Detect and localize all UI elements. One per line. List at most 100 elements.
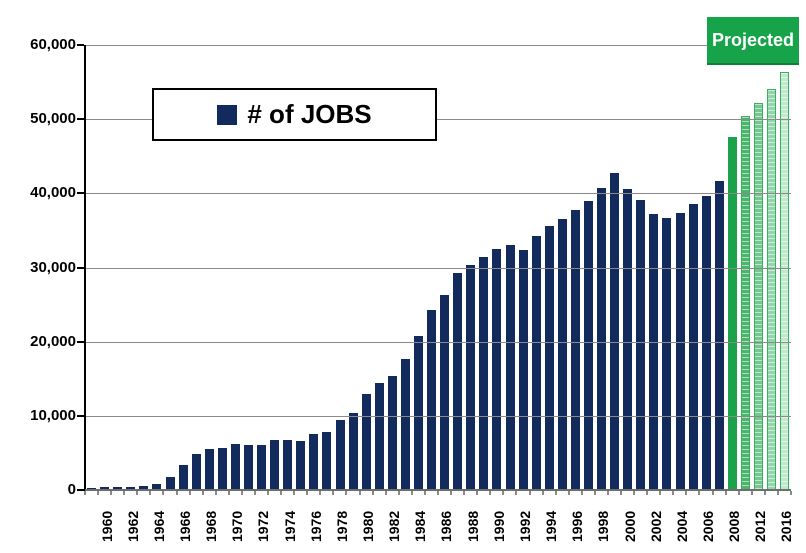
gridline-40000: [85, 193, 791, 195]
x-axis-tick: [293, 491, 296, 495]
bar-slot: [203, 45, 216, 490]
x-axis-label-1988: 1988: [464, 510, 481, 542]
y-axis-tick: [77, 414, 84, 417]
x-axis-label-1994: 1994: [543, 510, 560, 542]
bar-slot: [281, 45, 294, 490]
bar-slot: [726, 45, 739, 490]
bar-1968: [191, 454, 201, 490]
bar-1992: [505, 244, 515, 490]
bar-1978: [322, 432, 332, 490]
x-axis-tick: [790, 491, 792, 495]
x-axis-tick: [162, 491, 165, 495]
bar-slot: [713, 45, 726, 490]
x-axis-label-1980: 1980: [360, 510, 377, 542]
x-axis-label-1966: 1966: [176, 510, 193, 542]
bar-1982: [374, 383, 384, 490]
bar-1994: [531, 236, 541, 490]
x-axis-tick: [306, 491, 309, 495]
x-axis-tick: [84, 491, 86, 495]
bar-slot: [163, 45, 176, 490]
bar-1964: [139, 485, 149, 490]
bar-2000: [610, 173, 620, 490]
x-axis-label-2006: 2006: [699, 510, 716, 542]
x-axis-tick: [437, 491, 439, 495]
x-axis-tick: [188, 491, 191, 495]
bar-1969: [204, 449, 214, 490]
bar-slot: [451, 45, 464, 490]
bar-2001: [623, 188, 633, 490]
bar-1988: [453, 272, 463, 490]
x-axis-tick: [567, 491, 570, 495]
x-axis-tick: [633, 491, 636, 495]
bar-slot: [216, 45, 229, 490]
bar-1980: [348, 412, 358, 490]
bar-1961: [100, 487, 110, 490]
x-axis-tick: [685, 491, 688, 495]
bar-slot: [438, 45, 451, 490]
x-axis-label-2012: 2012: [752, 510, 769, 542]
x-axis-tick: [776, 491, 779, 495]
bar-slot: [137, 45, 150, 490]
bar-slot: [124, 45, 137, 490]
x-axis-label-1970: 1970: [229, 510, 246, 542]
x-axis-label-1998: 1998: [595, 510, 612, 542]
bar-slot: [530, 45, 543, 490]
x-axis-tick: [175, 491, 178, 495]
bar-2004: [662, 217, 672, 490]
x-axis-tick: [489, 491, 492, 495]
bar-slot: [190, 45, 203, 490]
bar-1972: [243, 444, 253, 490]
bar-1974: [270, 439, 280, 490]
gridline-60000: [85, 45, 791, 46]
x-axis-baseline: [85, 489, 791, 491]
bar-1966: [165, 476, 175, 490]
projected-badge-label: Projected: [711, 29, 795, 50]
x-axis-tick: [672, 491, 675, 495]
x-axis-label-1962: 1962: [124, 510, 141, 542]
bar-1996: [557, 218, 567, 490]
x-axis-tick: [750, 491, 753, 495]
bar-1990: [479, 257, 489, 490]
x-axis-tick: [319, 491, 322, 495]
projected-badge: Projected: [707, 17, 799, 65]
bar-2008: [714, 180, 724, 490]
x-axis-tick: [397, 491, 400, 495]
x-axis-tick: [97, 491, 100, 495]
x-axis-tick: [384, 491, 387, 495]
bar-slot: [464, 45, 477, 490]
bar-slot: [177, 45, 190, 490]
x-axis-label-2004: 2004: [673, 510, 690, 542]
bar-2005: [675, 213, 685, 490]
bar-slot: [229, 45, 242, 490]
bar-slot: [268, 45, 281, 490]
gridline-10000: [85, 415, 791, 417]
bar-1973: [257, 444, 267, 490]
x-axis-tick: [267, 491, 270, 495]
bar-slot: [98, 45, 111, 490]
x-axis-label-2000: 2000: [621, 510, 638, 542]
y-axis-tick: [77, 266, 84, 269]
x-axis-tick: [646, 491, 649, 495]
gridline-30000: [85, 267, 791, 269]
legend: # of JOBS: [152, 88, 437, 141]
x-axis-tick: [110, 491, 113, 495]
bar-slot: [111, 45, 124, 490]
bar-1967: [178, 464, 188, 490]
y-axis-tick: [77, 489, 84, 491]
x-axis-tick: [332, 491, 335, 495]
x-axis-tick: [724, 491, 727, 495]
bar-slot: [608, 45, 621, 490]
bar-1986: [427, 309, 437, 490]
x-axis-tick: [371, 491, 374, 495]
x-axis-label-1968: 1968: [203, 510, 220, 542]
x-axis-tick: [253, 491, 256, 495]
bar-1999: [597, 188, 607, 490]
y-axis-tick: [77, 44, 84, 46]
x-axis-tick: [580, 491, 583, 495]
x-axis-tick: [345, 491, 348, 495]
x-axis-tick: [476, 491, 479, 495]
bar-1998: [584, 200, 593, 490]
x-axis-tick: [711, 491, 714, 495]
bar-1987: [440, 294, 450, 490]
